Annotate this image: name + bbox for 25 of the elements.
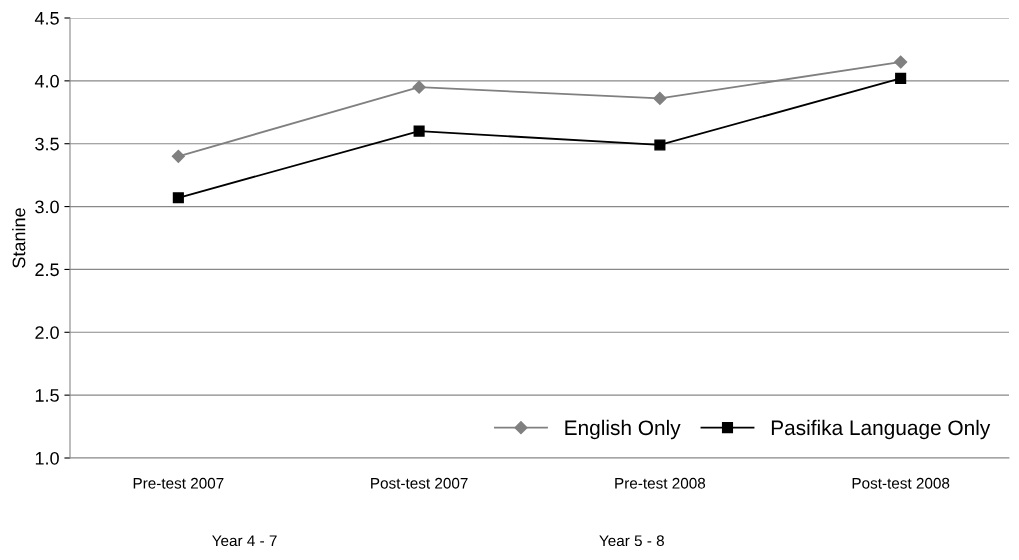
point [412, 80, 426, 94]
y-tick-label: 2.0 [35, 326, 59, 340]
y-tick-label: 3.0 [35, 200, 59, 214]
point [413, 125, 425, 137]
x-tick-label: Pre-test 2007 [133, 477, 224, 489]
x-tick-label: Post-test 2008 [852, 477, 950, 489]
point [172, 192, 184, 204]
y-tick-label: 2.5 [35, 263, 59, 277]
point [171, 149, 185, 163]
legend-label: English Only [565, 419, 681, 440]
legend-label: Pasifika Language Only [771, 419, 991, 440]
point [653, 91, 667, 106]
point [894, 55, 908, 69]
y-tick-label: 4.0 [34, 74, 59, 88]
x-tick-label: Post-test 2007 [371, 477, 468, 489]
y-tick-label: 3.5 [35, 137, 59, 151]
y-axis-title: Stanine [12, 208, 26, 268]
y-tick-label: 4.5 [34, 12, 59, 25]
y-tick-label: 1.5 [35, 389, 59, 402]
point [895, 72, 907, 84]
x-tick-label: Pre-test 2008 [615, 477, 706, 489]
point [654, 139, 666, 151]
text: Year 4 - 7 [212, 535, 277, 547]
text: Year 5 - 8 [599, 535, 664, 547]
y-tick-label: 1.0 [35, 451, 59, 465]
